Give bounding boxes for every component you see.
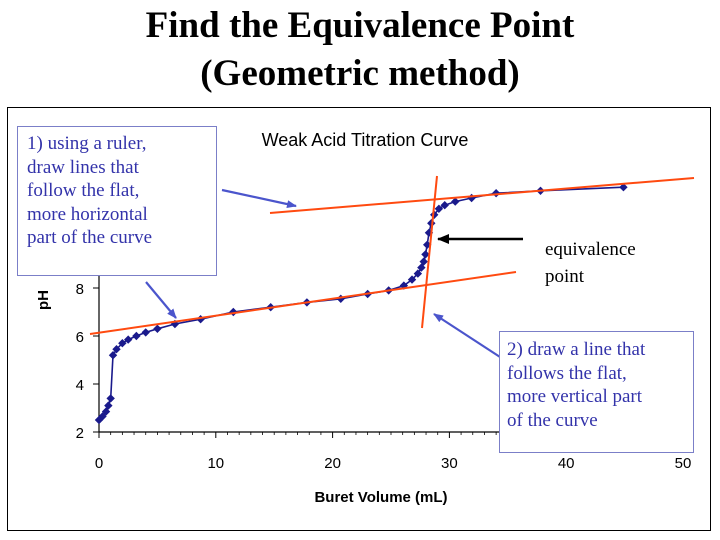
data-point-marker <box>108 351 118 360</box>
callout-vertical-line: more vertical part <box>507 386 643 407</box>
upper-tangent-line <box>269 177 695 214</box>
data-point-marker <box>419 257 428 266</box>
callout-ruler-instruction: 1) using a ruler, draw lines that follow… <box>17 126 217 276</box>
y-tick-label: 2 <box>76 425 84 442</box>
callout-ruler-line: follow the flat, <box>27 180 140 201</box>
callout-ruler-line: more horizontal <box>27 203 148 225</box>
callout-vertical-line: of the curve <box>507 409 598 431</box>
callout-ruler-line: draw lines that <box>27 156 139 178</box>
data-point-marker <box>112 345 121 354</box>
slide-title-line-1: Find the Equivalence Point <box>145 5 575 46</box>
callout-arrow-lower <box>145 281 177 319</box>
data-point-marker <box>118 339 127 348</box>
data-point-marker <box>104 401 113 410</box>
data-point-marker <box>451 197 460 206</box>
x-tick-label: 50 <box>675 455 692 472</box>
callout-vertical-line: 2) draw a line that <box>507 339 646 360</box>
slide-title-line-2: (Geometric method) <box>200 53 520 94</box>
callout-vertical-line: follows the flat, <box>507 362 627 384</box>
y-tick-label: 6 <box>76 329 84 346</box>
callout-ruler-line: 1) using a ruler, <box>27 133 147 154</box>
chart-frame <box>7 107 711 531</box>
equivalence-label-line: point <box>545 266 585 287</box>
data-point-marker <box>440 201 449 210</box>
data-point-marker <box>413 269 423 278</box>
x-tick-label: 10 <box>207 455 224 472</box>
callout-ruler-line: part of the curve <box>27 227 153 248</box>
data-point-marker <box>434 204 444 213</box>
data-point-marker <box>132 331 141 341</box>
x-axis-label: Buret Volume (mL) <box>314 489 447 506</box>
data-point-marker <box>153 324 162 333</box>
data-point-marker <box>619 183 628 192</box>
data-point-marker <box>196 315 205 324</box>
y-tick-label: 4 <box>76 377 84 394</box>
x-tick-label: 40 <box>558 455 575 472</box>
data-point-marker <box>467 193 476 203</box>
equivalence-label-line: equivalence <box>545 239 636 260</box>
callout-arrow-vertical <box>433 313 501 358</box>
data-point-marker <box>407 275 417 284</box>
chart-title: Weak Acid Titration Curve <box>262 130 469 150</box>
data-point-marker <box>124 335 133 344</box>
y-tick-label: 8 <box>76 281 84 298</box>
x-tick-label: 30 <box>441 455 458 472</box>
x-tick-label: 20 <box>324 455 341 472</box>
data-point-marker <box>106 394 115 403</box>
callout-vertical-instruction: 2) draw a line that follows the flat, mo… <box>499 331 694 453</box>
x-tick-label: 0 <box>95 455 103 472</box>
data-point-marker <box>421 250 430 259</box>
y-axis-label: pH <box>35 290 52 310</box>
equivalence-point-label: equivalence point <box>545 236 636 290</box>
data-point-marker <box>141 328 150 337</box>
callout-arrow-upper <box>221 188 297 209</box>
slide-title: Find the Equivalence Point (Geometric me… <box>0 2 720 98</box>
lower-tangent-line <box>89 271 517 335</box>
vertical-tangent-line <box>421 175 438 329</box>
